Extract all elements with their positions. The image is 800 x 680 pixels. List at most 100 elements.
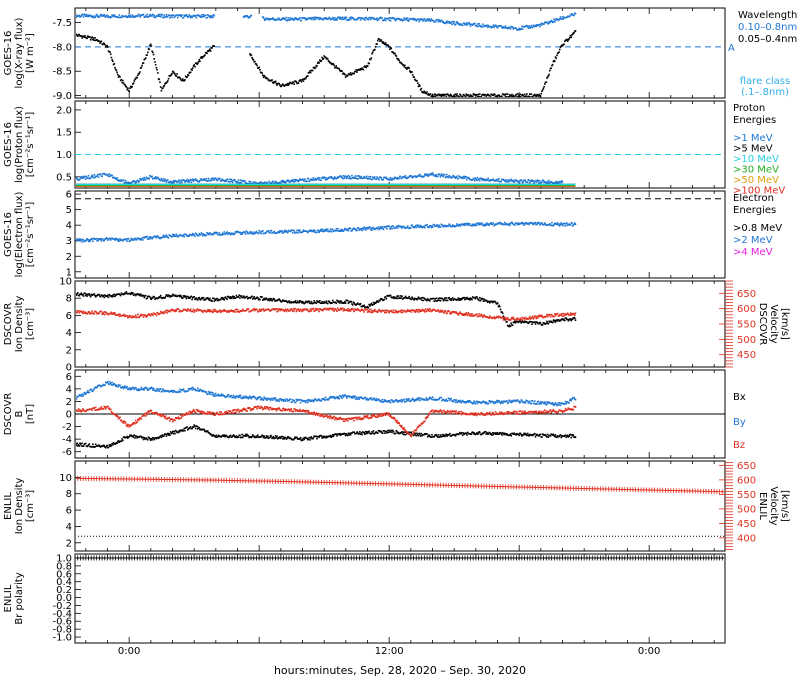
data-point xyxy=(126,88,128,91)
data-point xyxy=(261,230,264,232)
data-point xyxy=(168,295,171,297)
data-point xyxy=(107,296,110,299)
data-point xyxy=(364,19,366,22)
data-point xyxy=(502,178,505,181)
data-point xyxy=(511,317,514,320)
data-point xyxy=(147,237,150,240)
data-point xyxy=(271,18,273,20)
data-point xyxy=(199,57,202,59)
data-point xyxy=(78,445,81,447)
data-point xyxy=(326,58,329,60)
y-axis-label: B xyxy=(14,410,25,417)
data-point xyxy=(249,182,251,185)
data-point xyxy=(291,310,294,313)
data-point xyxy=(82,177,85,179)
data-point xyxy=(483,178,486,181)
data-point xyxy=(171,16,173,19)
data-point xyxy=(388,19,390,21)
data-point xyxy=(229,232,231,235)
data-point xyxy=(223,434,226,436)
data-point xyxy=(541,323,544,326)
data-point xyxy=(497,180,500,182)
data-point xyxy=(111,442,113,445)
data-point xyxy=(482,300,485,302)
data-point xyxy=(560,181,562,184)
data-point xyxy=(319,177,321,179)
data-point xyxy=(344,434,347,437)
data-point xyxy=(132,294,135,297)
data-point xyxy=(416,225,419,228)
data-point xyxy=(431,225,433,227)
data-point xyxy=(291,17,294,20)
data-point xyxy=(431,173,433,176)
data-point xyxy=(554,321,557,323)
data-point xyxy=(245,435,248,438)
data-point xyxy=(524,93,526,96)
data-point xyxy=(390,47,393,50)
data-point xyxy=(557,224,560,226)
data-point xyxy=(103,239,106,242)
data-point xyxy=(528,181,531,184)
data-point xyxy=(291,180,293,183)
data-point xyxy=(331,18,333,20)
legend-entry: 0.05–0.4nm xyxy=(738,34,797,45)
data-point xyxy=(122,82,125,84)
data-point xyxy=(122,239,124,242)
data-point xyxy=(339,307,342,310)
data-point xyxy=(236,181,238,184)
data-point xyxy=(364,65,366,67)
data-point xyxy=(119,293,121,296)
data-point xyxy=(437,309,440,311)
data-point xyxy=(89,294,91,297)
data-point xyxy=(474,224,476,227)
data-point xyxy=(534,24,537,27)
data-point xyxy=(304,17,306,20)
data-point xyxy=(531,323,533,326)
data-point xyxy=(383,430,385,432)
data-point xyxy=(185,180,188,182)
data-point xyxy=(185,297,188,300)
data-point xyxy=(419,19,421,21)
data-point xyxy=(476,179,478,182)
data-point xyxy=(519,320,522,323)
data-point xyxy=(229,296,232,298)
data-point xyxy=(487,223,490,225)
data-point xyxy=(82,16,85,18)
data-point xyxy=(465,93,468,95)
data-point xyxy=(499,315,501,318)
data-point xyxy=(488,317,490,319)
data-point xyxy=(568,15,571,18)
data-point xyxy=(456,312,458,314)
y-axis-label-right: [km/s] xyxy=(779,308,790,340)
data-point xyxy=(204,54,206,56)
data-point xyxy=(331,434,334,436)
data-point xyxy=(88,443,91,445)
data-point xyxy=(372,301,375,304)
data-point xyxy=(247,308,250,310)
data-point xyxy=(394,311,396,314)
data-point xyxy=(435,174,437,176)
data-point xyxy=(543,85,545,88)
data-point xyxy=(108,293,111,296)
data-point xyxy=(230,309,233,311)
data-point xyxy=(569,224,572,226)
data-point xyxy=(321,437,323,439)
data-point xyxy=(234,311,236,313)
data-point xyxy=(530,320,533,323)
data-point xyxy=(257,310,260,313)
data-point xyxy=(440,174,442,177)
data-point xyxy=(239,181,241,184)
data-point xyxy=(271,81,274,84)
data-point xyxy=(313,66,315,69)
data-point xyxy=(261,72,263,74)
data-point xyxy=(508,181,510,183)
data-point xyxy=(165,234,168,236)
data-point xyxy=(159,179,162,182)
data-point xyxy=(84,14,86,16)
data-point xyxy=(276,308,279,311)
data-point xyxy=(184,429,186,432)
data-point xyxy=(336,229,338,232)
data-point xyxy=(315,17,318,20)
data-point xyxy=(556,320,559,322)
data-point xyxy=(464,298,466,301)
